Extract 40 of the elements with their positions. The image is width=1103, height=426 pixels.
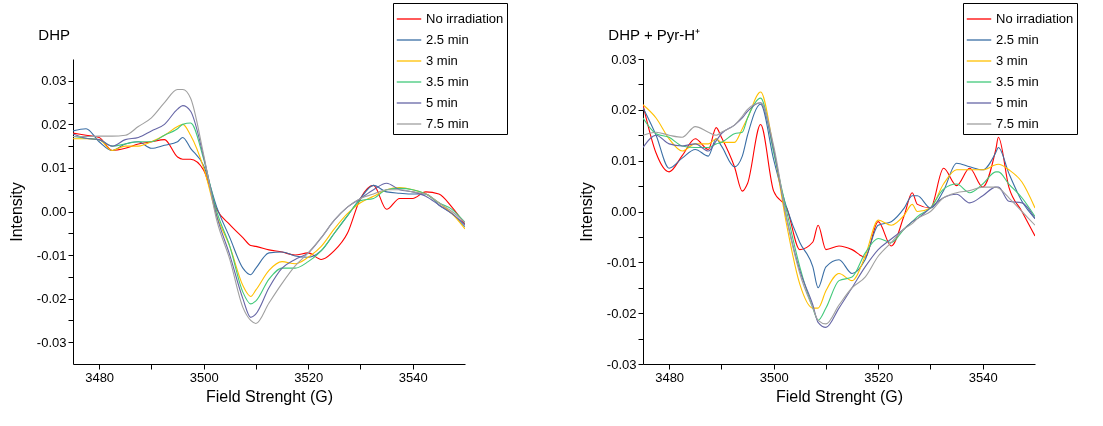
y-tick-label: -0.02 xyxy=(606,305,637,321)
y-tick-label: -0.01 xyxy=(36,247,67,263)
legend-label: 7.5 min xyxy=(426,116,469,131)
legend-label: 3.5 min xyxy=(426,74,469,89)
y-tick-label: 0.00 xyxy=(611,204,637,219)
y-axis-title: Intensity xyxy=(7,182,25,242)
legend-label: 5 min xyxy=(426,95,458,110)
y-tick-label: 0.03 xyxy=(611,51,637,67)
y-tick-label: 0.02 xyxy=(611,102,637,118)
legend-label: 2.5 min xyxy=(996,32,1039,47)
y-tick-label: 0.01 xyxy=(41,160,67,176)
legend-label: 5 min xyxy=(996,95,1028,110)
x-tick-label: 3540 xyxy=(968,369,998,385)
y-tick-label: -0.03 xyxy=(606,356,637,372)
chart-title: DHP xyxy=(38,25,71,43)
y-tick-label: -0.03 xyxy=(36,334,67,350)
y-tick-label: -0.01 xyxy=(606,254,637,270)
x-axis-title: Field Strenght (G) xyxy=(775,387,904,405)
y-tick-label: 0.03 xyxy=(41,73,67,89)
x-tick-label: 3480 xyxy=(655,369,685,385)
x-tick-label: 3480 xyxy=(85,369,115,385)
y-tick-label: 0.02 xyxy=(41,116,67,132)
legend-label: No irradiation xyxy=(426,11,504,26)
y-tick-label: 0.01 xyxy=(611,153,637,169)
y-axis-title: Intensity xyxy=(577,182,595,242)
legend-label: 3 min xyxy=(996,53,1028,68)
chart-title: DHP + Pyr-H⁺ xyxy=(608,25,701,43)
legend-label: 3 min xyxy=(426,53,458,68)
y-tick-label: -0.02 xyxy=(36,291,67,307)
x-tick-label: 3500 xyxy=(759,369,789,385)
y-tick-label: 0.00 xyxy=(41,204,67,219)
legend-label: 2.5 min xyxy=(426,32,469,47)
legend-label: 7.5 min xyxy=(996,116,1039,131)
x-tick-label: 3500 xyxy=(189,369,219,385)
legend-label: 3.5 min xyxy=(996,74,1039,89)
legend-label: No irradiation xyxy=(996,11,1074,26)
x-tick-label: 3540 xyxy=(398,369,428,385)
x-tick-label: 3520 xyxy=(294,369,324,385)
x-axis-title: Field Strenght (G) xyxy=(205,387,334,405)
x-tick-label: 3520 xyxy=(864,369,894,385)
